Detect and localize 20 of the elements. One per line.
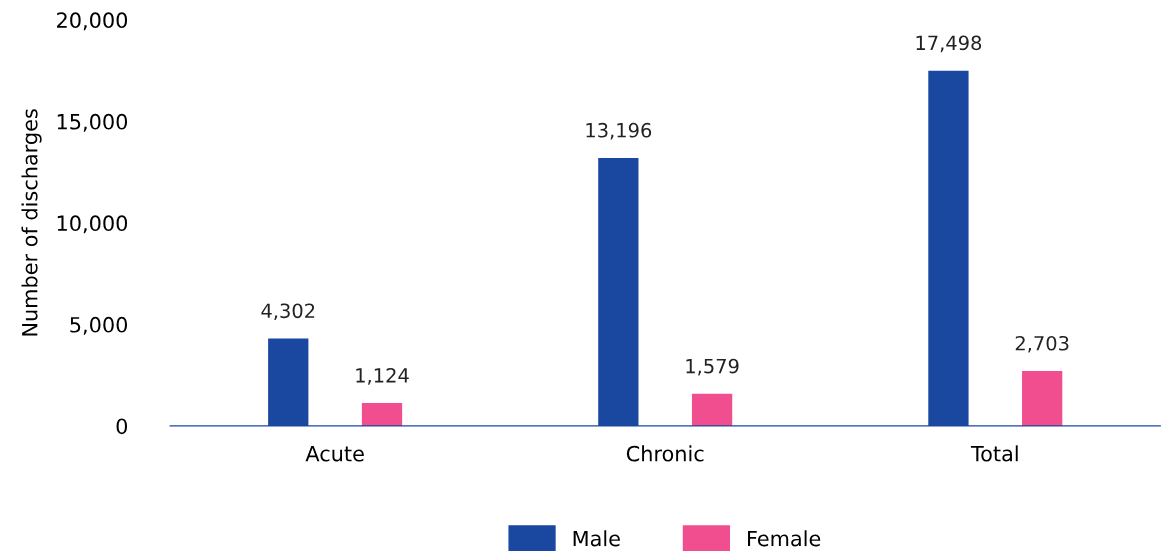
x-tick-label: Acute	[305, 446, 364, 462]
data-label: 17,498	[916, 35, 982, 53]
y-tick-label: 20,000	[57, 12, 128, 31]
x-tick-label: Total	[970, 445, 1018, 462]
bar	[361, 403, 403, 426]
data-label: 1,579	[686, 358, 739, 376]
bar	[1022, 371, 1063, 426]
data-label: 13,196	[586, 122, 652, 140]
y-tick-label: 10,000	[57, 215, 128, 234]
data-label: 4,302	[261, 303, 315, 321]
x-tick-label: Chronic	[626, 445, 704, 462]
y-tick-label: 0	[116, 418, 128, 435]
data-label: 2,703	[1015, 335, 1069, 353]
y-tick-label: 5,000	[70, 316, 128, 335]
data-label: 1,124	[356, 367, 409, 385]
legend-label: Male	[573, 530, 620, 547]
bar	[691, 393, 733, 426]
y-tick-label: 15,000	[57, 113, 128, 132]
legend-label: Female	[748, 530, 821, 547]
y-axis-title: Number of discharges	[21, 109, 42, 336]
